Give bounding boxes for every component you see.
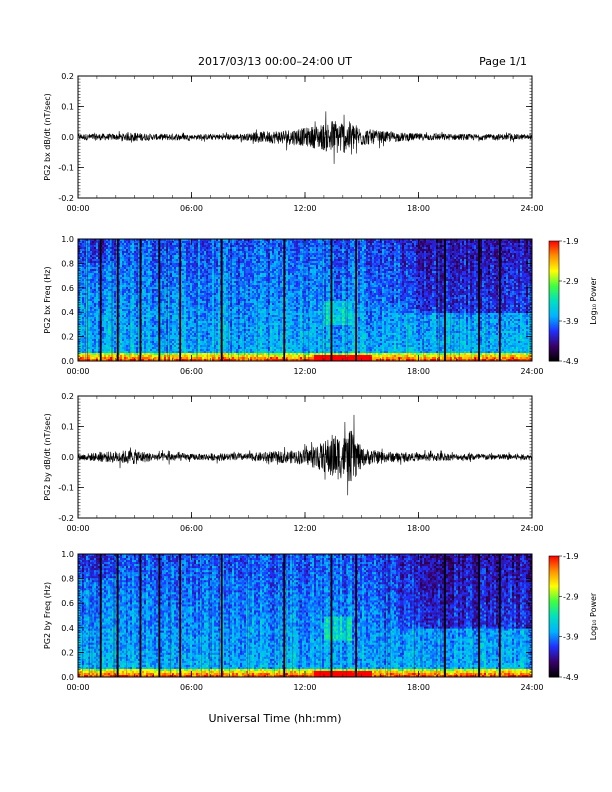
x-tick-label: 18:00 (407, 204, 430, 213)
page-indicator: Page 1/1 (479, 55, 527, 68)
x-tick-label: 24:00 (520, 204, 543, 213)
y-tick-label: 0.2 (61, 72, 74, 81)
series-line (78, 111, 532, 164)
y-tick-label: -0.2 (58, 194, 74, 203)
panel-bx-timeseries: 0.2 0.1 0.0 -0.1 -0.200:00 06:00 12:00 18:00 24:… (43, 72, 544, 213)
y-tick-label: 0.0 (61, 133, 74, 142)
figure-title: 2017/03/13 00:00–24:00 UT (198, 55, 352, 68)
y-tick-label: -0.1 (58, 164, 74, 173)
y-tick-label: 0.1 (61, 103, 74, 112)
x-tick-label: 00:00 (66, 204, 89, 213)
y-axis-label: PG2 bx dB/dt (nT/sec) (43, 93, 52, 180)
x-tick-label: 06:00 (180, 204, 203, 213)
panel-bx-spectrogram: 1.00.80.60.40.20.000:00 06:00 12:00 18:00 24… (43, 235, 544, 376)
x-tick-label: 12:00 (293, 204, 316, 213)
